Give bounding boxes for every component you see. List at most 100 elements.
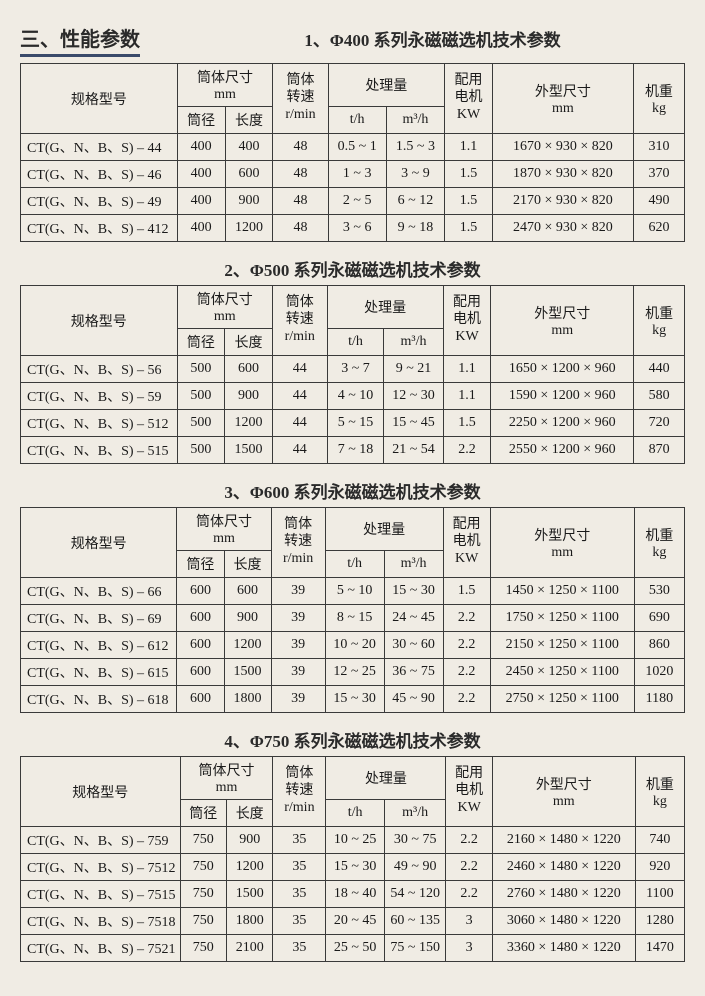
table-cell: 2.2 <box>443 437 491 464</box>
table-cell: 1.1 <box>443 356 491 383</box>
table-cell: 3 ~ 6 <box>328 215 386 242</box>
table-cell: 5 ~ 15 <box>327 410 384 437</box>
table-row: CT(G、N、B、S) – 44400400480.5 ~ 11.5 ~ 31.… <box>21 134 685 161</box>
table-cell: 48 <box>273 215 328 242</box>
table-cell: 2760 × 1480 × 1220 <box>492 881 635 908</box>
table-cell: CT(G、N、B、S) – 66 <box>21 578 177 605</box>
header-motor: 配用电机KW <box>445 64 493 134</box>
table-cell: 3 <box>446 908 492 935</box>
table-cell: 2100 <box>226 935 272 962</box>
table-cell: 54 ~ 120 <box>384 881 446 908</box>
section-title-3: 4、Φ750 系列永磁磁选机技术参数 <box>20 727 685 752</box>
table-cell: 530 <box>634 578 684 605</box>
table-cell: 1590 × 1200 × 960 <box>491 383 634 410</box>
table-cell: 35 <box>273 827 326 854</box>
table-cell: 9 ~ 21 <box>384 356 443 383</box>
table-cell: 750 <box>180 935 226 962</box>
table-cell: 15 ~ 30 <box>384 578 443 605</box>
table-cell: 490 <box>633 188 684 215</box>
table-cell: 2150 × 1250 × 1100 <box>490 632 634 659</box>
table-cell: 600 <box>177 578 224 605</box>
table-cell: 45 ~ 90 <box>384 686 443 713</box>
table-cell: 2550 × 1200 × 960 <box>491 437 634 464</box>
header-cyl-size: 筒体尺寸mm <box>180 757 273 800</box>
table-cell: 400 <box>177 188 225 215</box>
table-cell: 2170 × 930 × 820 <box>492 188 633 215</box>
page-title: 三、性能参数 <box>20 23 140 57</box>
spec-table-3: 规格型号筒体尺寸mm筒体转速r/min处理量配用电机KW外型尺寸mm机重kg筒径… <box>20 756 685 962</box>
table-row: CT(G、N、B、S) – 751275012003515 ~ 3049 ~ 9… <box>21 854 685 881</box>
table-cell: 1800 <box>224 686 271 713</box>
table-cell: 12 ~ 30 <box>384 383 443 410</box>
table-cell: 750 <box>180 854 226 881</box>
table-cell: 1500 <box>224 659 271 686</box>
table-cell: 3 ~ 9 <box>386 161 444 188</box>
table-row: CT(G、N、B、S) – 751575015003518 ~ 4054 ~ 1… <box>21 881 685 908</box>
table-cell: 30 ~ 60 <box>384 632 443 659</box>
table-cell: 440 <box>634 356 685 383</box>
table-cell: 39 <box>271 578 325 605</box>
table-cell: 8 ~ 15 <box>325 605 384 632</box>
table-cell: 750 <box>180 827 226 854</box>
table-cell: 15 ~ 30 <box>326 854 384 881</box>
table-cell: 750 <box>180 881 226 908</box>
header-length: 长度 <box>226 800 272 827</box>
table-cell: 39 <box>271 686 325 713</box>
table-cell: 400 <box>177 215 225 242</box>
header-capacity: 处理量 <box>327 286 443 329</box>
table-cell: 2.2 <box>443 632 490 659</box>
section-title-1: 2、Φ500 系列永磁磁选机技术参数 <box>20 256 685 281</box>
table-cell: 1 ~ 3 <box>328 161 386 188</box>
table-cell: 2250 × 1200 × 960 <box>491 410 634 437</box>
table-row: CT(G、N、B、S) – 59500900444 ~ 1012 ~ 301.1… <box>21 383 685 410</box>
table-cell: 1.5 <box>445 188 493 215</box>
table-row: CT(G、N、B、S) – 61860018003915 ~ 3045 ~ 90… <box>21 686 685 713</box>
table-cell: 10 ~ 20 <box>325 632 384 659</box>
table-cell: 3 <box>446 935 492 962</box>
header-diameter: 筒径 <box>180 800 226 827</box>
table-cell: 1500 <box>225 437 273 464</box>
table-cell: 1200 <box>224 632 271 659</box>
table-cell: CT(G、N、B、S) – 44 <box>21 134 178 161</box>
table-cell: 21 ~ 54 <box>384 437 443 464</box>
table-cell: 400 <box>177 134 225 161</box>
header-m3h: m³/h <box>384 329 443 356</box>
header-diameter: 筒径 <box>177 329 225 356</box>
header-motor: 配用电机KW <box>443 508 490 578</box>
table-cell: CT(G、N、B、S) – 49 <box>21 188 178 215</box>
table-cell: CT(G、N、B、S) – 759 <box>21 827 181 854</box>
header-capacity: 处理量 <box>328 64 445 107</box>
table-cell: 3060 × 1480 × 1220 <box>492 908 635 935</box>
table-cell: CT(G、N、B、S) – 59 <box>21 383 178 410</box>
section-title-0: 1、Φ400 系列永磁磁选机技术参数 <box>180 26 685 51</box>
table-cell: 4 ~ 10 <box>327 383 384 410</box>
table-cell: 15 ~ 30 <box>325 686 384 713</box>
header-length: 长度 <box>225 107 273 134</box>
table-cell: 1650 × 1200 × 960 <box>491 356 634 383</box>
header-motor: 配用电机KW <box>443 286 491 356</box>
table-cell: 35 <box>273 854 326 881</box>
table-cell: 2 ~ 5 <box>328 188 386 215</box>
table-cell: CT(G、N、B、S) – 56 <box>21 356 178 383</box>
table-cell: 1870 × 930 × 820 <box>492 161 633 188</box>
table-cell: 48 <box>273 134 328 161</box>
table-cell: 1.5 <box>443 578 490 605</box>
table-cell: 2160 × 1480 × 1220 <box>492 827 635 854</box>
header-m3h: m³/h <box>386 107 444 134</box>
table-cell: 2.2 <box>446 881 492 908</box>
table-cell: 25 ~ 50 <box>326 935 384 962</box>
table-cell: 39 <box>271 659 325 686</box>
table-cell: 30 ~ 75 <box>384 827 446 854</box>
table-cell: 1200 <box>225 215 273 242</box>
header-th: t/h <box>326 800 384 827</box>
header-cyl-size: 筒体尺寸mm <box>177 508 271 551</box>
table-cell: 0.5 ~ 1 <box>328 134 386 161</box>
header-diameter: 筒径 <box>177 551 224 578</box>
table-cell: 1280 <box>635 908 684 935</box>
table-cell: CT(G、N、B、S) – 7512 <box>21 854 181 881</box>
table-cell: 10 ~ 25 <box>326 827 384 854</box>
table-cell: 48 <box>273 161 328 188</box>
table-cell: 49 ~ 90 <box>384 854 446 881</box>
table-cell: 2470 × 930 × 820 <box>492 215 633 242</box>
table-cell: 1100 <box>635 881 684 908</box>
